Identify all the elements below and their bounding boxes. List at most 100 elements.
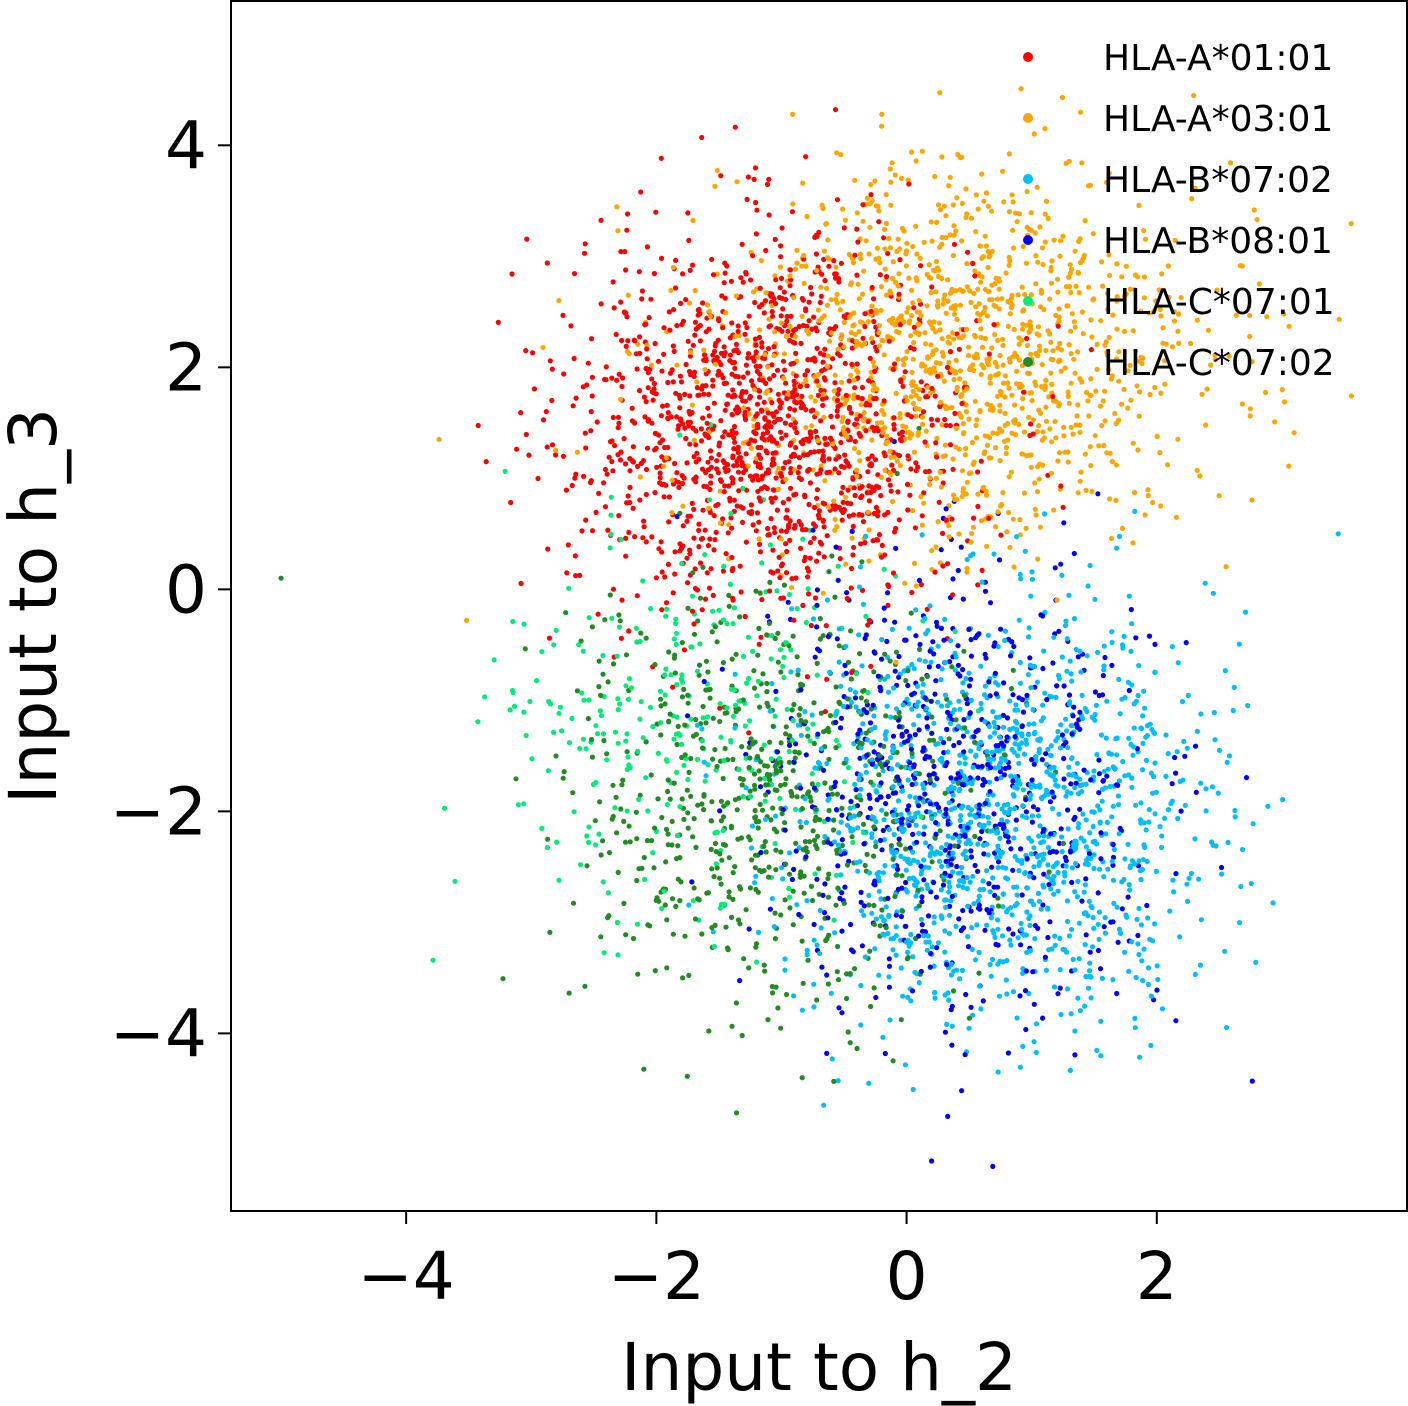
scatter-point [783, 731, 789, 737]
scatter-point [771, 525, 777, 531]
scatter-point [878, 123, 885, 129]
scatter-point [920, 409, 927, 415]
scatter-point [1077, 236, 1083, 242]
scatter-point [1014, 730, 1021, 736]
scatter-point [1137, 389, 1143, 395]
scatter-point [864, 195, 870, 201]
scatter-point [1139, 767, 1146, 773]
scatter-point [788, 669, 794, 675]
scatter-point [766, 864, 772, 870]
scatter-point [1077, 109, 1084, 115]
scatter-point [759, 597, 765, 603]
scatter-point [825, 981, 832, 987]
scatter-point [990, 756, 997, 762]
scatter-point [1015, 292, 1021, 298]
scatter-point [1030, 417, 1036, 423]
scatter-point [1086, 413, 1092, 419]
scatter-point [975, 286, 981, 292]
scatter-point [732, 702, 739, 708]
scatter-point [706, 391, 712, 397]
scatter-point [1138, 308, 1144, 314]
scatter-point [896, 453, 903, 459]
scatter-point [990, 1163, 996, 1169]
scatter-point [1008, 846, 1014, 852]
scatter-point [875, 513, 881, 519]
scatter-point [922, 756, 928, 762]
scatter-point [800, 602, 806, 609]
scatter-point [767, 376, 773, 382]
scatter-point [1066, 933, 1072, 939]
scatter-point [1017, 571, 1023, 578]
scatter-point [658, 413, 665, 419]
scatter-point [811, 1004, 817, 1010]
scatter-point [1203, 422, 1209, 428]
scatter-point [883, 220, 889, 227]
scatter-point [844, 696, 851, 702]
scatter-point [916, 803, 922, 809]
scatter-point [593, 842, 599, 848]
scatter-point [934, 454, 940, 460]
scatter-point [577, 745, 583, 752]
scatter-point [1191, 92, 1197, 99]
scatter-point [736, 766, 742, 773]
scatter-point [621, 900, 627, 907]
scatter-point [959, 967, 966, 974]
scatter-point [1032, 379, 1038, 385]
scatter-point [812, 374, 818, 380]
scatter-point [595, 731, 601, 737]
scatter-point [714, 167, 720, 174]
scatter-point [896, 653, 902, 660]
scatter-point [962, 380, 968, 386]
scatter-point [1077, 422, 1083, 428]
scatter-point [589, 528, 596, 534]
scatter-point [523, 348, 529, 354]
scatter-point [1008, 773, 1014, 779]
scatter-point [892, 714, 899, 721]
scatter-point [1127, 286, 1133, 292]
scatter-point [797, 706, 803, 712]
scatter-point [842, 662, 848, 669]
scatter-point [982, 588, 989, 594]
scatter-point [906, 875, 912, 882]
scatter-point [718, 881, 724, 887]
scatter-point [805, 726, 811, 732]
scatter-point [902, 369, 908, 375]
scatter-point [888, 843, 895, 849]
scatter-point [1175, 328, 1181, 334]
scatter-point [615, 707, 621, 713]
scatter-point [1247, 333, 1253, 340]
scatter-point [639, 288, 646, 294]
scatter-point [636, 796, 642, 803]
scatter-point [691, 885, 697, 891]
scatter-point [881, 918, 887, 924]
scatter-point [917, 795, 923, 801]
scatter-point [572, 553, 578, 559]
scatter-point [814, 997, 820, 1003]
scatter-point [1048, 280, 1055, 286]
scatter-point [921, 239, 927, 245]
scatter-point [1039, 757, 1045, 763]
scatter-point [756, 388, 763, 394]
scatter-point [798, 732, 804, 738]
scatter-point [1184, 745, 1190, 751]
scatter-point [938, 887, 945, 893]
scatter-point [1051, 507, 1057, 513]
scatter-point [791, 294, 797, 301]
scatter-point [1247, 406, 1253, 412]
scatter-point [867, 355, 873, 361]
scatter-point [1137, 1054, 1143, 1060]
scatter-point [893, 924, 899, 930]
scatter-point [1006, 764, 1012, 770]
scatter-point [1014, 720, 1020, 726]
scatter-point [973, 729, 979, 735]
scatter-point [889, 498, 896, 505]
scatter-point [896, 836, 902, 842]
scatter-point [781, 289, 787, 295]
scatter-point [1066, 274, 1072, 280]
scatter-point [867, 224, 873, 230]
scatter-point [999, 933, 1006, 939]
scatter-point [992, 332, 998, 338]
scatter-point [825, 894, 832, 900]
scatter-point [634, 836, 640, 842]
scatter-point [637, 716, 643, 722]
